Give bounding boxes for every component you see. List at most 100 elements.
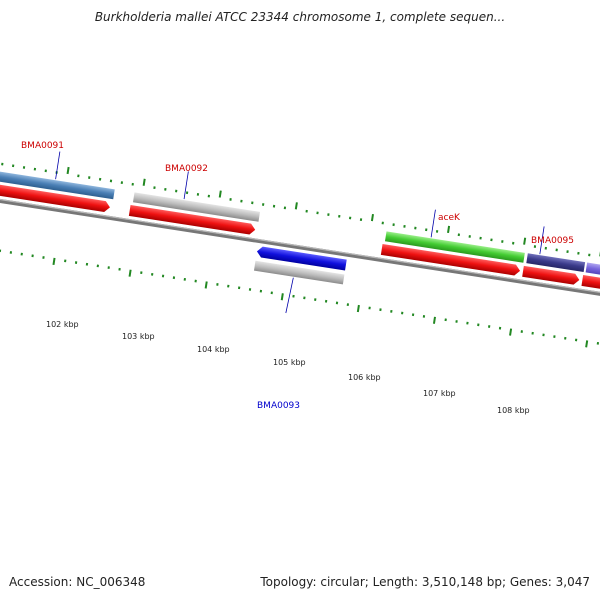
minor-tick [0,249,2,253]
cds-bma0093-arrow[interactable] [256,246,347,271]
minor-tick [216,283,219,286]
major-tick [585,340,589,348]
pointer-bma0092 [183,171,189,200]
minor-tick [151,272,154,276]
minor-tick [401,311,404,315]
minor-tick [531,331,534,335]
scale-label-105: 105 kbp [273,358,306,367]
minor-tick [207,194,211,198]
cds-bma0092-arrow[interactable] [128,204,256,235]
cds-acek-arrow[interactable] [380,243,521,276]
minor-tick [237,286,241,290]
minor-tick [261,203,265,206]
gene-label-bma0093[interactable]: BMA0093 [257,401,300,411]
minor-tick [109,179,113,183]
accession-text: Accession: NC_006348 [9,575,146,589]
minor-tick [498,326,502,330]
minor-tick [457,233,461,237]
minor-tick [555,248,558,252]
minor-tick [229,198,232,201]
minor-tick [172,276,176,280]
minor-tick [564,336,567,340]
map-title: Burkholderia mallei ATCC 23344 chromosom… [94,10,506,24]
minor-tick [305,209,308,213]
minor-tick [574,338,578,342]
gene-bma0091-bar[interactable] [0,164,115,200]
genome-summary: Topology: circular; Length: 3,510,148 bp… [260,575,590,589]
gene-label-bma0092[interactable]: BMA0092 [165,164,208,174]
minor-tick [577,251,580,255]
minor-tick [131,182,134,186]
minor-tick [259,289,263,293]
minor-tick [444,318,447,322]
major-tick [142,178,146,186]
pointer-bma0095 [539,226,545,255]
minor-tick [338,214,341,218]
pointer-bma0091 [55,151,61,180]
minor-tick [314,298,317,301]
scale-label-102: 102 kbp [46,320,79,329]
minor-tick [33,167,37,171]
minor-tick [466,321,469,325]
minor-tick [479,236,482,240]
minor-tick [324,299,328,303]
minor-tick [31,254,34,258]
minor-tick [403,224,406,228]
minor-tick [161,274,165,278]
minor-tick [9,251,13,254]
minor-tick [283,206,287,210]
cds-bma0091-arrow[interactable] [0,177,111,213]
minor-tick [490,238,493,242]
gene-label-bma0095[interactable]: BMA0095 [531,236,574,246]
minor-tick [251,201,254,205]
minor-tick [390,309,393,313]
minor-tick [292,294,295,298]
major-tick [523,237,527,245]
minor-tick [185,191,189,195]
minor-tick [368,306,371,310]
pointer-acek [430,209,436,238]
minor-tick [303,296,306,300]
minor-tick [42,256,45,259]
minor-tick [381,221,384,225]
minor-tick [164,187,167,191]
pointer-bma0093 [285,277,294,314]
minor-tick [553,335,556,338]
gene-label-acek[interactable]: aceK [438,213,461,223]
minor-tick [140,271,143,275]
gene-label-bma0091[interactable]: BMA0091 [21,141,64,151]
scale-label-104: 104 kbp [197,345,230,354]
minor-tick [240,199,243,203]
gene-bma0092-bar[interactable] [132,192,261,222]
minor-tick [379,308,382,312]
cds-bma0095-arrow[interactable] [522,265,580,286]
minor-tick [96,264,100,268]
minor-tick [270,291,273,295]
gene-bma0093-bar[interactable] [253,260,345,285]
major-tick [370,214,374,222]
gene-acek-bar[interactable] [384,231,525,263]
minor-tick [346,303,350,307]
minor-tick [316,211,319,215]
minor-tick [566,250,569,254]
major-tick [128,269,132,277]
minor-tick [74,261,78,264]
minor-tick [425,228,428,232]
minor-tick [11,164,15,168]
scale-label-108: 108 kbp [497,406,530,415]
major-tick [280,293,284,301]
minor-tick [194,279,197,283]
minor-tick [153,186,156,190]
gene-bma0095-bar[interactable] [526,253,586,273]
minor-tick [183,277,186,281]
minor-tick [107,266,110,269]
minor-tick [248,288,252,291]
scale-label-107: 107 kbp [423,389,456,398]
minor-tick [227,284,230,288]
minor-tick [85,262,89,266]
minor-tick [520,330,523,333]
minor-tick [272,204,276,208]
minor-tick [1,162,4,166]
minor-tick [175,189,178,193]
